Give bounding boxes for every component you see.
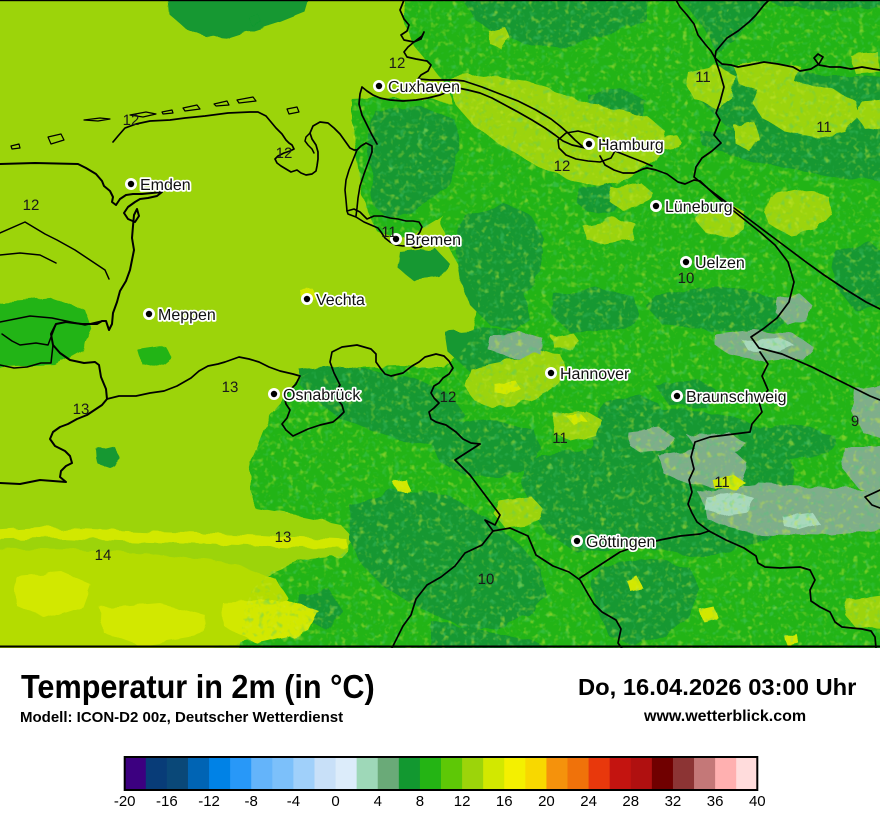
svg-text:Braunschweig: Braunschweig [686, 389, 787, 406]
svg-text:Lüneburg: Lüneburg [665, 199, 733, 216]
svg-text:11: 11 [695, 69, 711, 86]
svg-text:32: 32 [665, 793, 682, 810]
svg-text:-20: -20 [114, 793, 136, 810]
svg-text:Uelzen: Uelzen [695, 255, 745, 272]
svg-text:14: 14 [95, 547, 112, 564]
svg-text:0: 0 [331, 793, 339, 810]
svg-text:-8: -8 [245, 793, 258, 810]
svg-text:Vechta: Vechta [316, 292, 365, 309]
svg-text:36: 36 [707, 793, 724, 810]
svg-text:12: 12 [440, 389, 457, 406]
svg-text:11: 11 [714, 474, 730, 491]
svg-text:40: 40 [749, 793, 766, 810]
svg-text:9: 9 [851, 413, 859, 430]
svg-text:-16: -16 [156, 793, 178, 810]
svg-text:10: 10 [678, 270, 695, 287]
svg-text:10: 10 [478, 571, 495, 588]
svg-text:4: 4 [374, 793, 382, 810]
svg-text:12: 12 [123, 112, 140, 129]
svg-text:11: 11 [381, 224, 397, 241]
svg-text:16: 16 [496, 793, 513, 810]
svg-text:12: 12 [389, 55, 406, 72]
svg-text:13: 13 [275, 529, 292, 546]
svg-text:13: 13 [222, 379, 239, 396]
svg-text:Emden: Emden [140, 177, 191, 194]
svg-text:13: 13 [73, 401, 90, 418]
svg-text:Meppen: Meppen [158, 307, 216, 324]
svg-text:Göttingen: Göttingen [586, 534, 655, 551]
svg-text:Bremen: Bremen [405, 232, 461, 249]
svg-text:12: 12 [23, 197, 40, 214]
svg-text:Cuxhaven: Cuxhaven [388, 79, 460, 96]
svg-text:Hannover: Hannover [560, 366, 630, 383]
svg-text:28: 28 [622, 793, 639, 810]
svg-text:8: 8 [416, 793, 424, 810]
svg-text:11: 11 [816, 119, 832, 136]
svg-text:Hamburg: Hamburg [598, 137, 664, 154]
svg-text:12: 12 [554, 158, 571, 175]
svg-text:12: 12 [454, 793, 471, 810]
svg-text:12: 12 [276, 145, 293, 162]
svg-text:24: 24 [580, 793, 597, 810]
svg-text:11: 11 [552, 430, 568, 447]
svg-text:-12: -12 [198, 793, 220, 810]
svg-text:Osnabrück: Osnabrück [283, 387, 361, 404]
svg-text:-4: -4 [287, 793, 300, 810]
svg-text:20: 20 [538, 793, 555, 810]
